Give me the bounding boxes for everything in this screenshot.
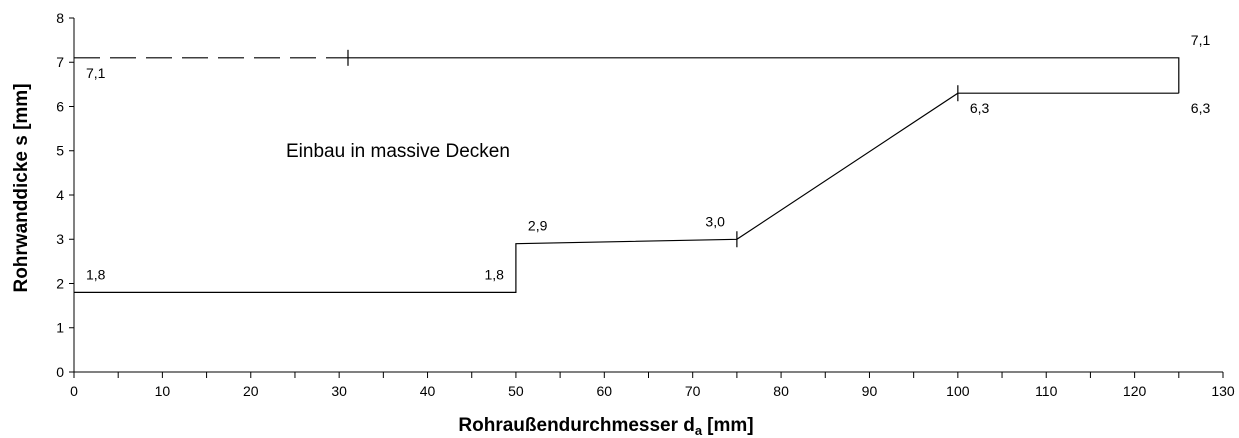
series-line-2 (348, 57, 1180, 94)
y-tick-label: 2 (56, 275, 64, 291)
data-label: 2,9 (528, 218, 548, 234)
x-tick-label: 100 (946, 383, 970, 399)
data-label: 6,3 (1191, 100, 1211, 116)
series-line-3 (74, 92, 1179, 293)
x-tick-label: 110 (1035, 383, 1058, 399)
x-tick-label: 50 (508, 383, 524, 399)
y-tick-label: 7 (56, 54, 64, 70)
x-tick-label: 90 (862, 383, 878, 399)
y-tick-label: 0 (56, 364, 64, 380)
x-tick-label: 80 (773, 383, 789, 399)
data-label: 6,3 (970, 100, 990, 116)
x-axis-title: Rohraußendurchmesser da [mm] (458, 415, 753, 438)
x-axis-title-unit: [mm] (707, 415, 753, 436)
x-tick-label: 120 (1123, 383, 1147, 399)
x-axis-title-main: Rohraußendurchmesser d (458, 415, 695, 436)
x-tick-label: 20 (243, 383, 259, 399)
x-axis-title-subscript: a (695, 423, 703, 438)
y-axis-title: Rohrwanddicke s [mm] (11, 83, 32, 292)
x-tick-label: 30 (331, 383, 347, 399)
annotation-label: Einbau in massive Decken (286, 141, 510, 162)
y-tick-label: 1 (56, 320, 64, 336)
data-label: 1,8 (484, 266, 504, 282)
data-label: 7,1 (1191, 32, 1211, 48)
x-tick-label: 10 (155, 383, 171, 399)
data-label: 1,8 (86, 266, 106, 282)
y-tick-label: 5 (56, 143, 64, 159)
x-tick-label: 0 (70, 383, 78, 399)
y-tick-label: 6 (56, 98, 64, 114)
y-tick-label: 8 (56, 10, 64, 26)
x-tick-label: 60 (597, 383, 613, 399)
x-tick-label: 40 (420, 383, 436, 399)
markers-layer (347, 49, 959, 248)
data-label: 3,0 (705, 213, 725, 229)
data-label: 7,1 (86, 65, 106, 81)
data-labels-layer: 7,1 7,1 6,3 6,3 1,8 1,8 2,9 3,0 (86, 32, 1210, 283)
series-layer (74, 57, 1180, 293)
y-tick-label: 4 (56, 187, 64, 203)
x-tick-label: 130 (1211, 383, 1235, 399)
x-tick-label: 70 (685, 383, 701, 399)
axes: 0 10 20 30 40 50 60 70 80 90 100 110 120 130 0 1 2 3 4 5 6 7 8 (56, 10, 1235, 399)
y-tick-label: 3 (56, 231, 64, 247)
